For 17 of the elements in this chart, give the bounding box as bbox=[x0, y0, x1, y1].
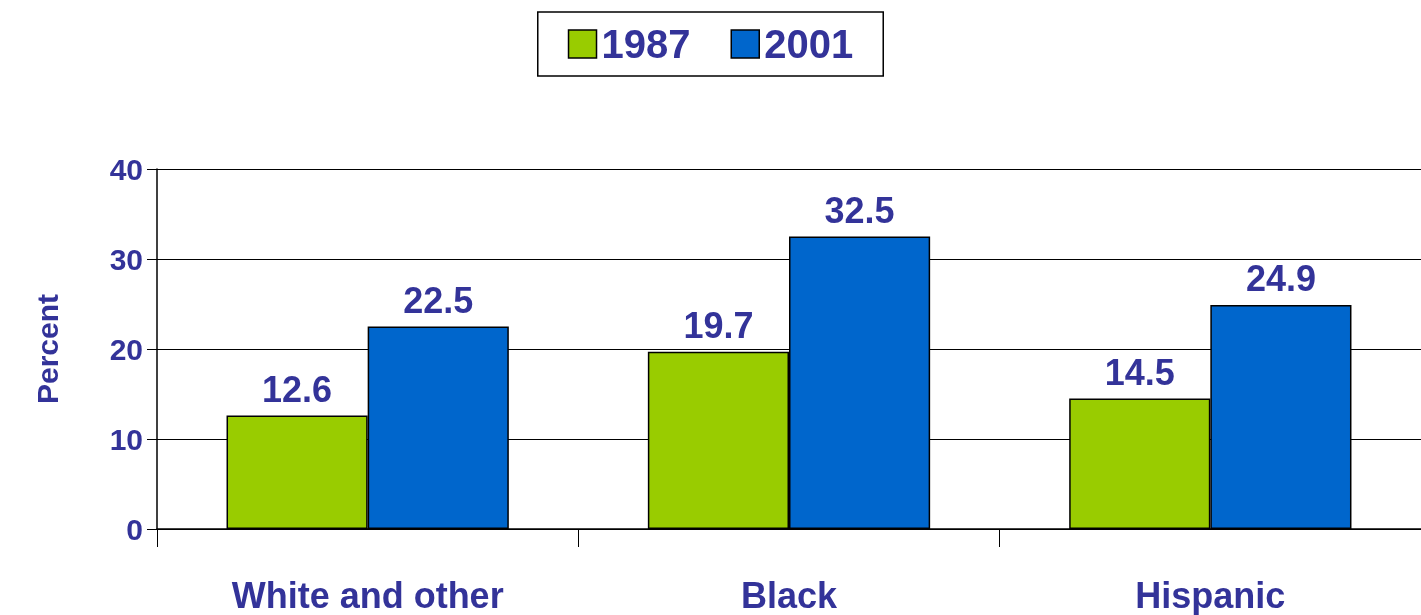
x-tick-label: White and other bbox=[231, 574, 504, 615]
legend-label: 1987 bbox=[601, 22, 691, 66]
legend-label: 2001 bbox=[764, 22, 854, 66]
data-label: 32.5 bbox=[824, 190, 895, 231]
y-tick-label: 10 bbox=[109, 422, 143, 456]
data-label: 14.5 bbox=[1104, 352, 1175, 393]
y-axis-title: Percent bbox=[30, 293, 64, 405]
y-tick-label: 0 bbox=[126, 512, 143, 546]
y-tick-label: 40 bbox=[109, 152, 143, 186]
data-label: 24.9 bbox=[1245, 258, 1316, 300]
y-tick-label: 20 bbox=[109, 332, 143, 366]
x-tick-label: Hispanic bbox=[1135, 574, 1286, 615]
y-tick-label: 30 bbox=[109, 242, 143, 276]
data-label: 22.5 bbox=[403, 280, 474, 321]
data-label: 12.6 bbox=[262, 369, 333, 411]
x-tick-label: Black bbox=[740, 574, 838, 615]
data-label: 19.7 bbox=[683, 305, 754, 347]
